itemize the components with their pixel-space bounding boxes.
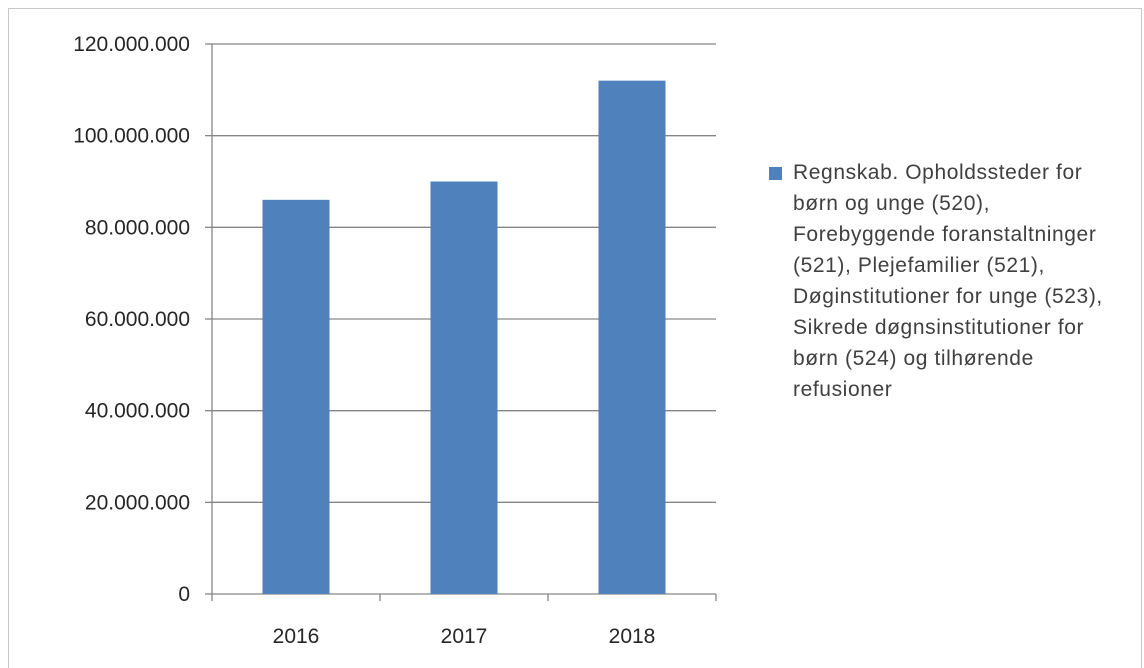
y-tick-label: 60.000.000 [85,308,190,331]
x-tick-label: 2018 [609,625,656,648]
y-tick-label: 100.000.000 [73,125,190,148]
x-tick-labels: 2016 2017 2018 [273,625,656,648]
bars [262,80,666,595]
y-tick-label: 80.000.000 [85,216,190,239]
y-tick-label: 0 [178,583,190,606]
y-tick-label: 20.000.000 [85,491,190,514]
legend-label: Regnskab. Opholdssteder for børn og unge… [793,161,1103,401]
bar [598,80,666,594]
y-tick-label: 120.000.000 [73,33,190,56]
x-tick-label: 2017 [441,625,488,648]
x-tick-label: 2016 [273,625,320,648]
bar [430,181,498,594]
chart-frame [8,8,1142,668]
y-tick-label: 40.000.000 [85,400,190,423]
legend-swatch [769,167,782,180]
y-tick-labels: 0 20.000.000 40.000.000 60.000.000 80.000.00… [73,33,190,606]
bar [262,199,330,595]
